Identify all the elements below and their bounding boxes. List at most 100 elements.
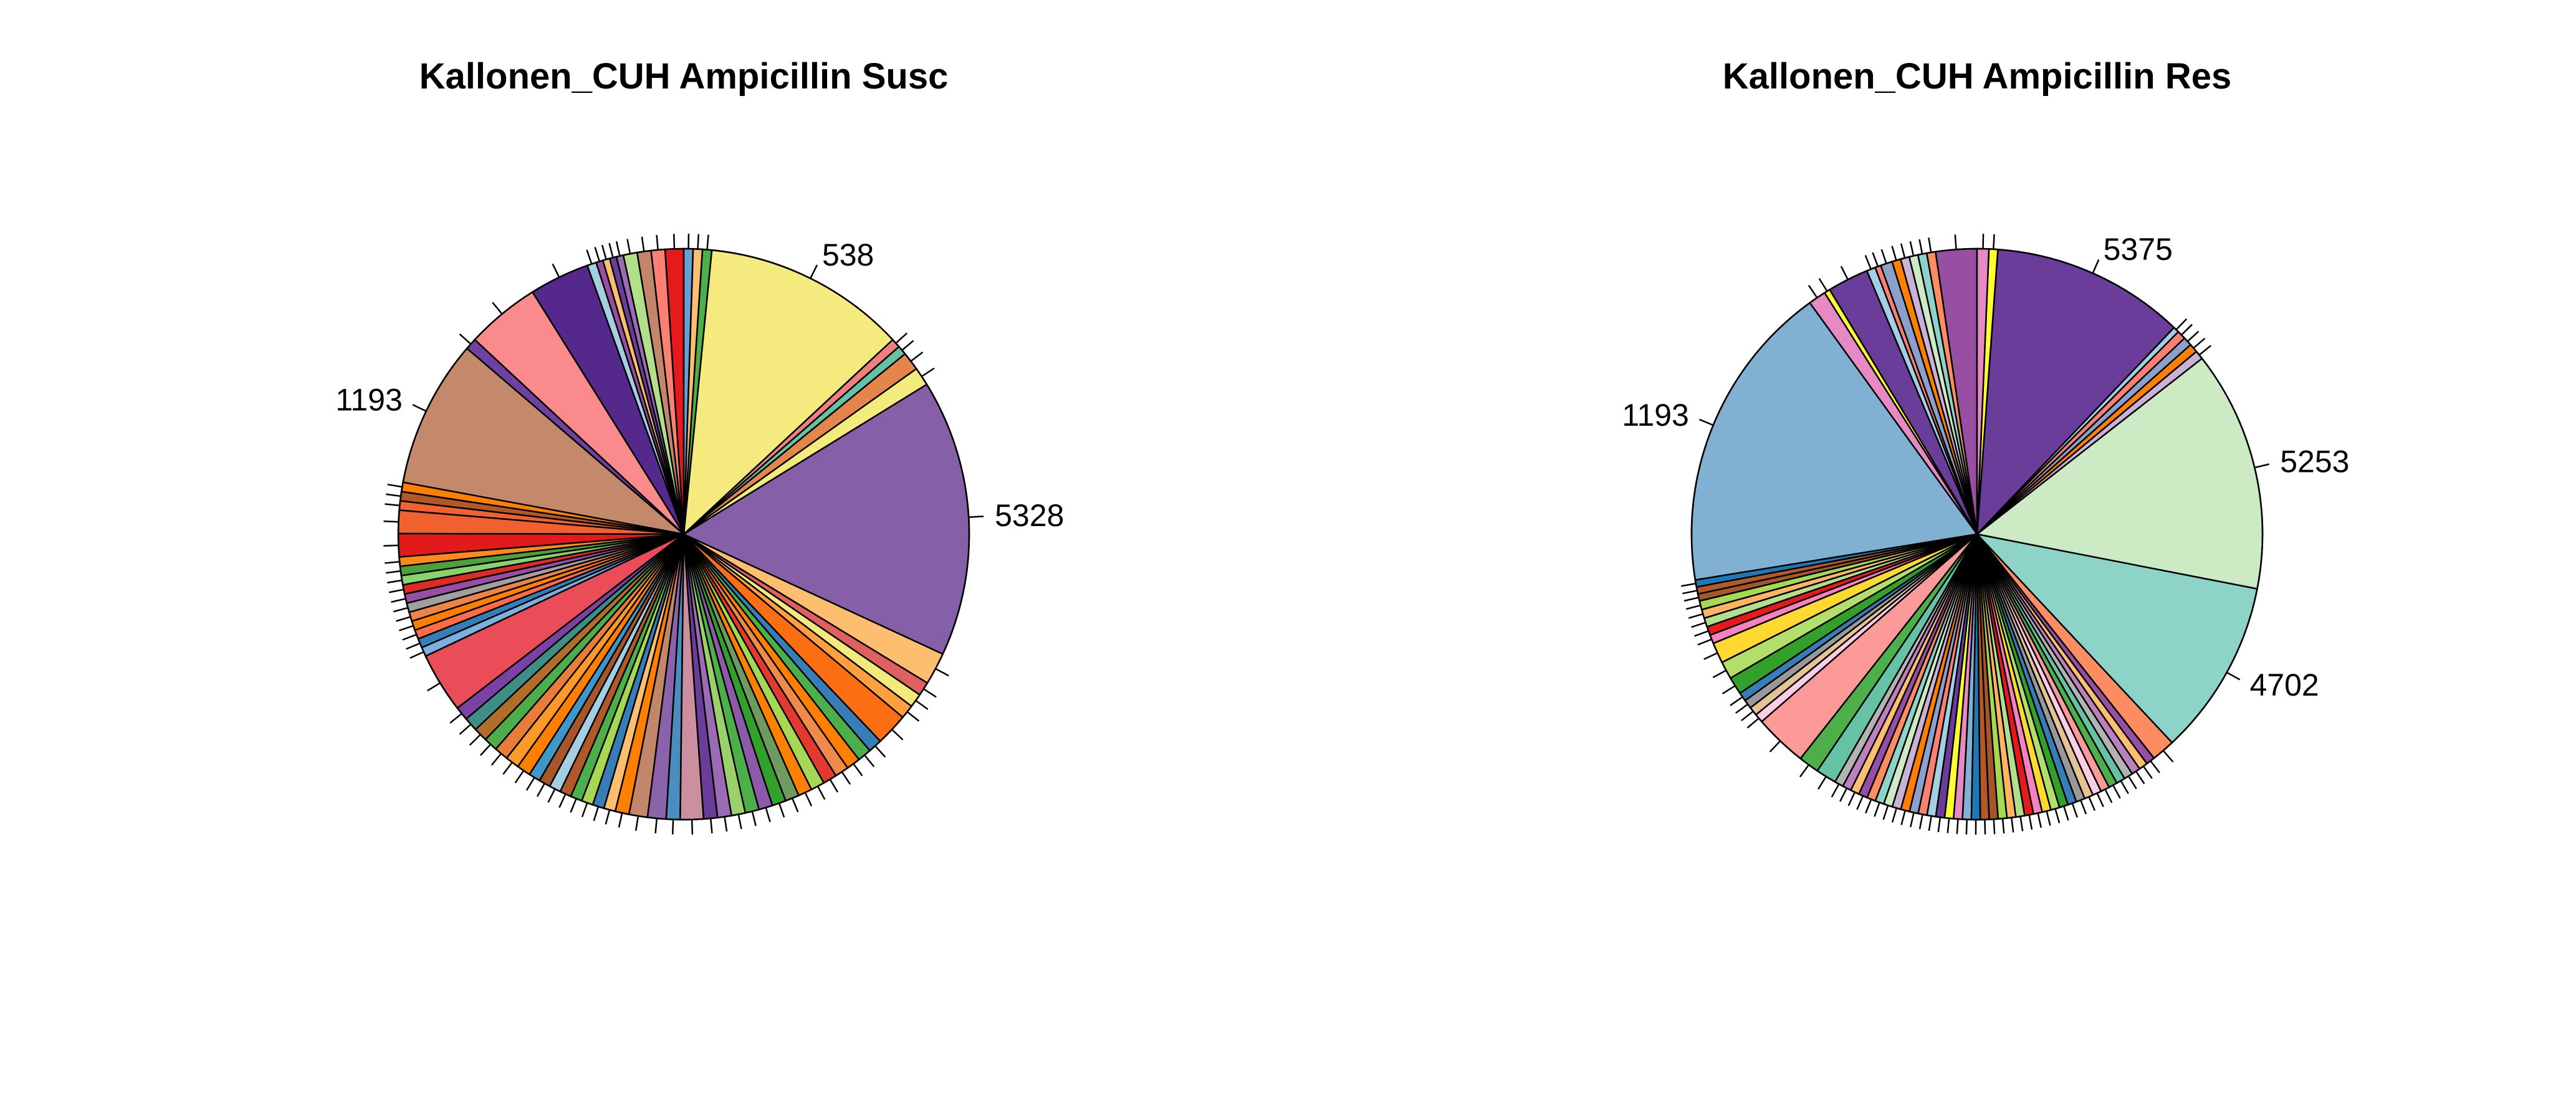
pie-slice-label: 538 (822, 237, 874, 272)
pie-tick (410, 652, 424, 658)
pie-tick (1748, 718, 1759, 727)
chart-title-susc: Kallonen_CUH Ampicillin Susc (419, 56, 949, 97)
pie-tick (2097, 793, 2104, 807)
pie-tick (587, 250, 591, 264)
pie-tick (1920, 239, 1923, 254)
pie-tick (2254, 464, 2269, 468)
pie-tick (1686, 605, 1700, 609)
pie-tick (875, 746, 885, 757)
pie-tick (1882, 249, 1887, 264)
pie-tick (1948, 818, 1949, 833)
pie-slice-label: 4702 (2249, 668, 2319, 702)
pie-tick (842, 772, 850, 784)
pie-tick (481, 744, 491, 755)
pie-tick (907, 712, 919, 721)
pie-slice-label: 5375 (2104, 232, 2173, 267)
pie-tick (752, 812, 756, 826)
pie-tick (459, 334, 471, 344)
pie-tick (428, 683, 440, 691)
pie-slice-label: 5328 (995, 498, 1064, 533)
pie-slice-label: 5253 (2280, 444, 2349, 479)
pie-tick (2227, 673, 2240, 680)
pie-tick (707, 235, 709, 250)
pie-tick (602, 245, 606, 259)
pie-tick (527, 777, 535, 790)
pie-tick (393, 608, 408, 611)
pie-tick (739, 815, 742, 830)
pie-tick (642, 237, 644, 252)
pie-tick (2072, 803, 2077, 818)
pie-tick (2150, 761, 2160, 773)
pie-tick (595, 247, 600, 262)
pie-tick (2143, 766, 2152, 779)
pie-tick (559, 794, 565, 808)
pie-tick (969, 516, 984, 517)
pie-tick (922, 368, 934, 376)
pie-tick (515, 770, 524, 783)
pie-tick (1841, 266, 1848, 279)
pie-tick (492, 754, 501, 765)
pie-tick (636, 816, 638, 831)
pie-tick (1695, 631, 1709, 636)
pie-tick (2055, 808, 2059, 823)
pie-tick (2136, 771, 2144, 784)
pie-tick (619, 813, 622, 827)
pie-tick (805, 792, 812, 806)
pie-tick (1818, 777, 1826, 789)
pie-tick (1929, 816, 1932, 831)
pie-tick (2105, 789, 2112, 802)
pie-tick (2176, 319, 2187, 330)
pie-tick (2128, 776, 2137, 788)
pie-tick (1682, 590, 1697, 593)
pie-tick (1966, 820, 1967, 835)
pie-tick (1819, 279, 1827, 291)
pie-tick (606, 810, 610, 824)
pie-tick (818, 786, 825, 799)
pie-tick (553, 264, 559, 277)
pie-tick (403, 635, 416, 640)
pie-tick (2047, 811, 2051, 825)
pie-tick (627, 239, 630, 254)
pie-tick (779, 803, 784, 818)
pie-tick (2003, 818, 2004, 833)
pie-tick (936, 669, 949, 676)
pie-tick (2093, 259, 2099, 273)
pie-tick (792, 798, 798, 812)
pie-tick (1910, 813, 1913, 827)
pie-tick (1700, 419, 1713, 425)
pie-tick (548, 789, 555, 802)
pie-tick (2193, 338, 2205, 348)
pie-tick (657, 235, 658, 250)
pie-tick (387, 580, 402, 583)
pie-tick (385, 504, 400, 506)
pie-tick (1955, 234, 1956, 249)
pie-tick (1809, 285, 1817, 298)
pie-tick (1857, 796, 1863, 810)
pie-tick (383, 545, 398, 546)
pie-tick (2064, 806, 2068, 820)
pie-tick (1865, 256, 1871, 269)
pie-tick (2011, 818, 2013, 833)
pie-tick (1993, 234, 1994, 249)
pie-tick (698, 234, 699, 249)
pie-tick (1901, 244, 1905, 258)
pie-tick (1723, 686, 1735, 694)
pie-tick (711, 818, 712, 833)
pie-tick (2188, 332, 2199, 342)
pie-tick (1704, 653, 1718, 659)
pie-tick (766, 808, 770, 822)
pie-tick (892, 729, 903, 739)
pie-tick (1684, 598, 1698, 601)
pie-tick (389, 590, 404, 593)
pie-tick (386, 494, 401, 496)
pie-tick (396, 617, 411, 621)
pie-tick (470, 735, 481, 745)
chart-title-res: Kallonen_CUH Ampicillin Res (1723, 56, 2231, 97)
pie-tick (2121, 781, 2128, 794)
pie-tick (1688, 614, 1703, 618)
pie-tick (571, 798, 577, 812)
pie-tick (1957, 819, 1958, 834)
pie-tick (1892, 808, 1897, 822)
